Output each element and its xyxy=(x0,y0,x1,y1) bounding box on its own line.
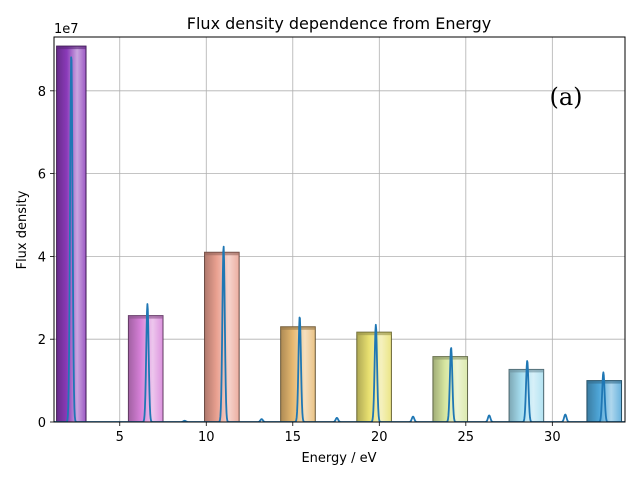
y-tick-label: 0 xyxy=(38,416,46,431)
x-tick-label: 25 xyxy=(458,430,475,445)
x-tick-label: 30 xyxy=(544,430,561,445)
x-tick-label: 5 xyxy=(116,430,124,445)
bar-cap xyxy=(204,252,240,256)
panel-label: (a) xyxy=(549,83,582,111)
bar-cap xyxy=(356,332,392,336)
chart-title: Flux density dependence from Energy xyxy=(187,14,491,33)
y-tick-label: 6 xyxy=(38,168,46,183)
x-tick-label: 10 xyxy=(198,430,215,445)
bar-cap xyxy=(280,326,316,330)
y-axis-label: Flux density xyxy=(15,190,30,269)
bar-cap xyxy=(128,315,164,319)
x-tick-label: 15 xyxy=(285,430,302,445)
bar-cap xyxy=(56,46,87,50)
y-tick-label: 2 xyxy=(38,333,46,348)
y-scale-label: 1e7 xyxy=(54,22,79,37)
plot-frame xyxy=(53,36,626,423)
ticks: 5 10 15 20 25 30 0 2 4 6 8 xyxy=(38,85,561,445)
x-axis-label: Energy / eV xyxy=(301,451,376,466)
y-tick-label: 8 xyxy=(38,85,46,100)
x-tick-label: 20 xyxy=(371,430,388,445)
y-tick-label: 4 xyxy=(38,250,46,265)
bars xyxy=(56,45,623,422)
